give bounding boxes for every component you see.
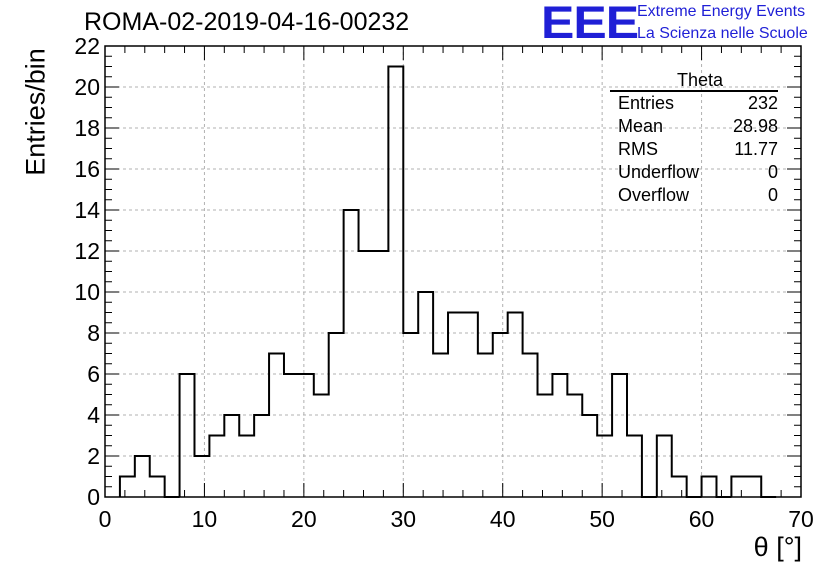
x-tick-label: 30 [390,506,416,532]
stats-label: Entries [618,93,675,113]
run-title: ROMA-02-2019-04-16-00232 [84,8,410,36]
x-axis-label: θ [°] [753,532,802,562]
y-tick-label: 0 [87,484,100,510]
y-tick-label: 16 [74,156,100,182]
stats-title: Theta [610,70,778,92]
x-tick-label: 70 [788,506,814,532]
logo-line-1: Extreme Energy Events [637,3,806,20]
x-tick-label: 60 [689,506,715,532]
y-tick-label: 20 [74,74,100,100]
eee-logo: EEE [541,0,639,48]
y-tick-label: 6 [87,361,100,387]
x-tick-label: 50 [589,506,615,532]
y-tick-label: 14 [74,197,100,223]
x-tick-label: 0 [99,506,112,532]
stats-value: 232 [747,93,778,113]
y-tick-label: 22 [74,33,100,59]
x-tick-label: 20 [291,506,317,532]
stats-row: Underflow 0 [610,161,778,184]
y-tick-label: 4 [87,402,100,428]
stats-row: Overflow 0 [610,184,778,207]
stats-label: RMS [618,139,658,159]
histogram-line [118,65,777,498]
stats-value: 28.98 [732,116,778,136]
stats-label: Mean [618,116,664,136]
y-tick-label: 10 [74,279,100,305]
stats-value: 0 [767,162,778,182]
logo-line-2: La Scienza nelle Scuole [637,25,808,42]
stats-value: 0 [767,185,778,205]
stats-row: Mean 28.98 [610,115,778,138]
y-tick-label: 18 [74,115,100,141]
stats-label: Underflow [618,162,700,182]
plot-frame [104,45,802,498]
stats-label: Overflow [618,185,690,205]
y-tick-label: 12 [74,238,100,264]
stats-row: Entries 232 [610,92,778,115]
stats-row: RMS 11.77 [610,138,778,161]
stats-value: 11.77 [734,139,778,159]
y-tick-label: 2 [87,443,100,469]
x-tick-label: 10 [192,506,218,532]
x-tick-label: 40 [490,506,516,532]
y-axis-label: Entries/bin [20,48,51,176]
stats-box: Theta Entries 232 Mean 28.98 RMS 11.77 U… [610,70,778,207]
y-tick-label: 8 [87,320,100,346]
